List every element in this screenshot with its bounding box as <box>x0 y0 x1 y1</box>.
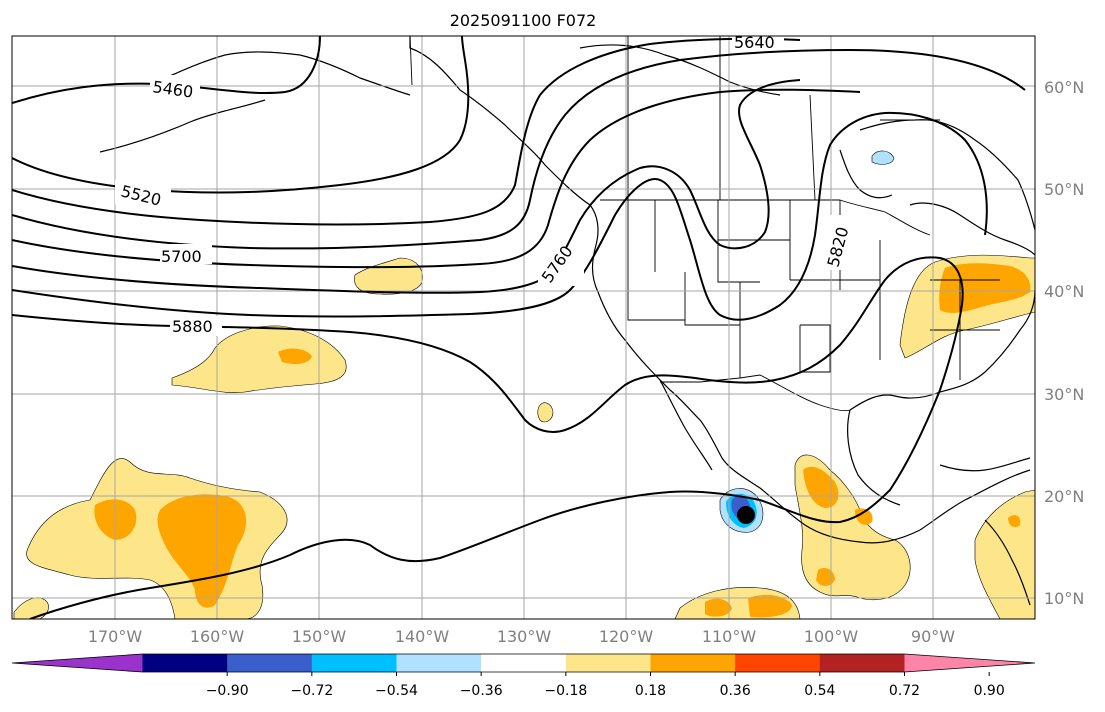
contour-5820 <box>12 111 988 321</box>
lat-label-20N: 20°N <box>1044 487 1084 506</box>
contour-label-bg-5880 <box>170 316 222 336</box>
lon-label-160W: 160°W <box>190 627 245 646</box>
contour-5640 <box>12 48 1026 250</box>
colorbar-swatch <box>735 654 821 672</box>
contour-label-bg-5640 <box>732 36 784 50</box>
colorbar-tick-label: −0.36 <box>460 683 503 699</box>
colorbar-swatch <box>227 654 313 672</box>
shade-o2 <box>157 494 247 608</box>
shade-o4 <box>803 466 839 508</box>
colorbar-swatch <box>142 654 228 672</box>
lat-label-60N: 60°N <box>1044 78 1084 97</box>
colorbar-swatch <box>565 654 651 672</box>
colorbar-tick-label: −0.54 <box>375 683 418 699</box>
border-canada-provinces <box>627 36 940 201</box>
coastline-alaska <box>159 51 411 96</box>
shade-o5 <box>816 568 835 586</box>
colorbar-tick-label: 0.36 <box>720 683 751 699</box>
shade-o10 <box>1008 515 1021 528</box>
shade-southwest-corner <box>13 597 49 619</box>
contour-label-bg-5460 <box>150 75 200 95</box>
contour-label-bg-5760 <box>538 248 584 286</box>
colorbar-swatches <box>11 653 1036 673</box>
lon-label-110W: 110°W <box>702 627 757 646</box>
contour-label-group: 5460 5520 5640 5700 5760 5820 5880 <box>115 33 858 336</box>
coastline-great-lakes <box>909 202 1035 256</box>
lat-label-10N: 10°N <box>1044 589 1084 608</box>
lon-label-120W: 120°W <box>599 627 654 646</box>
lon-label-140W: 140°W <box>395 627 450 646</box>
contour-5760 <box>12 79 801 294</box>
colorbar-tick-label: 0.90 <box>974 683 1005 699</box>
colorbar-tick-labels: −0.90 −0.72 −0.54 −0.36 −0.18 0.18 0.36 0.54 0.7… <box>206 672 1005 699</box>
coastline-mexico-gulf <box>847 409 901 506</box>
coastlines <box>99 36 1035 606</box>
border-alaska <box>409 36 413 86</box>
lon-label-170W: 170°W <box>88 627 143 646</box>
colorbar-tick-label: −0.18 <box>544 683 587 699</box>
coastline-gulf <box>849 289 1035 411</box>
contour-label-bg-5700 <box>160 244 212 264</box>
colorbar-extend-high <box>904 654 1035 672</box>
colorbar-swatch <box>396 654 482 672</box>
colorbar-tick-label: 0.18 <box>635 683 666 699</box>
colorbar-swatch <box>650 654 736 672</box>
lon-label-90W: 90°W <box>911 627 955 646</box>
lat-label-40N: 40°N <box>1044 282 1084 301</box>
contour-label-bg-5520 <box>115 180 171 204</box>
colorbar-tick-label: 0.54 <box>804 683 835 699</box>
map-border <box>11 35 1036 620</box>
figure-title: 2025091100 F072 <box>450 11 597 30</box>
colorbar-swatch <box>311 654 397 672</box>
shade-o6 <box>705 598 732 617</box>
contour-5880 <box>12 256 964 619</box>
lat-label-30N: 30°N <box>1044 385 1084 404</box>
lon-label-150W: 150°W <box>292 627 347 646</box>
shade-central-pacific <box>171 325 347 393</box>
lon-label-100W: 100°W <box>804 627 859 646</box>
lon-label-130W: 130°W <box>497 627 552 646</box>
contour-label-5880: 5880 <box>172 317 213 336</box>
shade-small-cell <box>537 402 554 423</box>
contour-label-5640: 5640 <box>734 33 775 52</box>
shade-o3 <box>278 348 312 364</box>
storm-center-marker <box>737 506 755 524</box>
colorbar-swatch <box>819 654 905 672</box>
contour-5640-north <box>12 37 801 226</box>
height-contours <box>12 36 1026 619</box>
colorbar-tick-label: −0.72 <box>290 683 333 699</box>
lat-label-50N: 50°N <box>1044 180 1084 199</box>
colorbar-extend-low <box>12 654 143 672</box>
colorbar-swatch <box>481 654 567 672</box>
shade-neg-hudson <box>871 150 895 165</box>
map-contents: 5460 5520 5640 5700 5760 5820 5880 <box>12 33 1035 619</box>
coastline-central-america <box>919 469 1031 531</box>
positive-anomaly-medium <box>94 263 1031 618</box>
border-us-mexico <box>660 374 851 412</box>
coastline-hudson <box>859 119 1035 231</box>
latitude-labels: 60°N 50°N 40°N 30°N 20°N 10°N <box>1044 78 1084 608</box>
longitude-labels: 170°W 160°W 150°W 140°W 130°W 120°W 110°… <box>88 627 955 646</box>
colorbar-tick-label: 0.72 <box>889 683 920 699</box>
contour-label-5700: 5700 <box>161 247 202 266</box>
coastline-cuba <box>939 457 1031 472</box>
contour-5460 <box>12 36 321 104</box>
contour-label-bg-5820 <box>820 215 858 270</box>
coastline-aleutians <box>99 99 266 153</box>
coastline-james-bay <box>839 149 893 199</box>
coastline-panama <box>984 519 1031 606</box>
colorbar-outline <box>11 653 1036 673</box>
border-us-canada <box>600 199 931 236</box>
shade-o9 <box>855 508 873 525</box>
contour-edge <box>12 255 13 360</box>
coastline-arctic <box>579 44 781 96</box>
coastline-americas-west <box>409 36 921 544</box>
colorbar: −0.90 −0.72 −0.54 −0.36 −0.18 0.18 0.36 0.54 0.7… <box>11 653 1036 699</box>
colorbar-tick-label: −0.90 <box>206 683 249 699</box>
shade-o7 <box>748 594 792 618</box>
